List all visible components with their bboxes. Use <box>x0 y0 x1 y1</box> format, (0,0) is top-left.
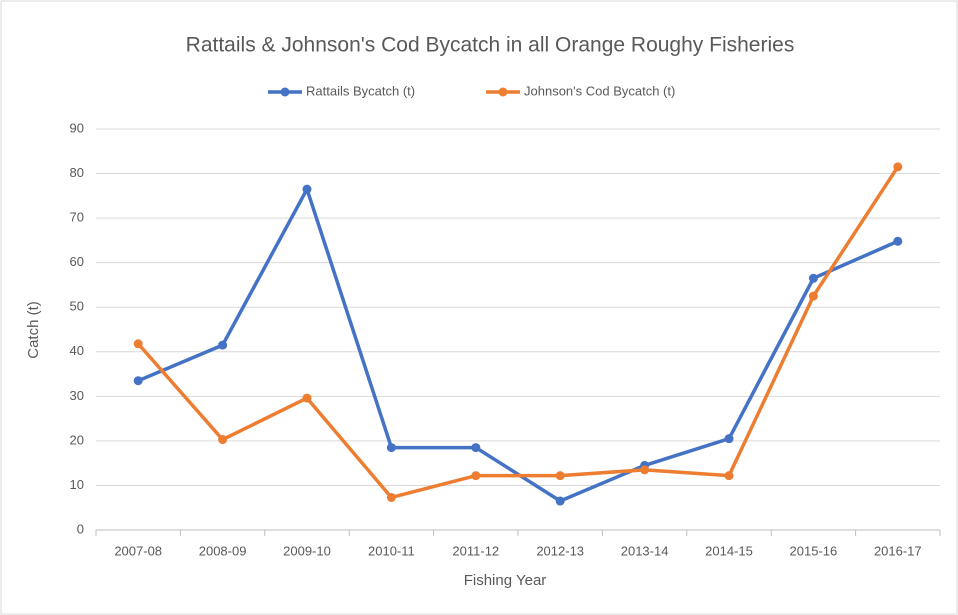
data-point <box>808 291 818 301</box>
y-tick-label: 20 <box>70 432 84 447</box>
data-point <box>640 465 650 475</box>
y-tick-label: 40 <box>70 343 84 358</box>
data-point <box>218 435 228 445</box>
data-point <box>218 340 228 350</box>
data-point <box>471 443 481 453</box>
y-tick-label: 90 <box>70 120 84 135</box>
x-tick-label: 2013-14 <box>621 543 669 558</box>
data-point <box>893 236 903 246</box>
y-axis-title: Catch (t) <box>25 301 42 359</box>
x-tick-label: 2016-17 <box>874 543 922 558</box>
data-point <box>724 471 734 481</box>
data-point <box>808 273 818 283</box>
data-point <box>724 434 734 444</box>
y-tick-label: 70 <box>70 210 84 225</box>
x-tick-label: 2009-10 <box>283 543 331 558</box>
x-axis-title: Fishing Year <box>464 572 547 589</box>
x-tick-label: 2012-13 <box>536 543 584 558</box>
y-tick-label: 60 <box>70 254 84 269</box>
x-tick-label: 2008-09 <box>199 543 247 558</box>
x-tick-label: 2015-16 <box>790 543 838 558</box>
data-point <box>555 496 565 506</box>
legend-marker <box>280 87 290 97</box>
y-tick-label: 0 <box>77 521 84 536</box>
x-tick-label: 2010-11 <box>368 543 415 558</box>
y-tick-label: 80 <box>70 165 84 180</box>
legend-label: Johnson's Cod Bycatch (t) <box>524 83 675 98</box>
data-point <box>555 471 565 481</box>
legend-label: Rattails Bycatch (t) <box>306 83 415 98</box>
chart-title: Rattails & Johnson's Cod Bycatch in all … <box>186 34 795 57</box>
y-tick-label: 10 <box>70 477 84 492</box>
data-point <box>471 471 481 481</box>
data-point <box>133 339 143 349</box>
x-tick-label: 2014-15 <box>705 543 753 558</box>
y-tick-label: 30 <box>70 388 84 403</box>
series-line <box>136 165 900 500</box>
y-tick-label: 50 <box>70 299 84 314</box>
legend-marker <box>498 87 508 97</box>
data-point <box>302 184 312 194</box>
data-point <box>386 492 396 502</box>
data-point <box>893 162 903 172</box>
data-point <box>302 393 312 403</box>
x-tick-label: 2011-12 <box>452 543 499 558</box>
data-point <box>386 443 396 453</box>
x-tick-label: 2007-08 <box>114 543 162 558</box>
data-point <box>133 376 143 386</box>
